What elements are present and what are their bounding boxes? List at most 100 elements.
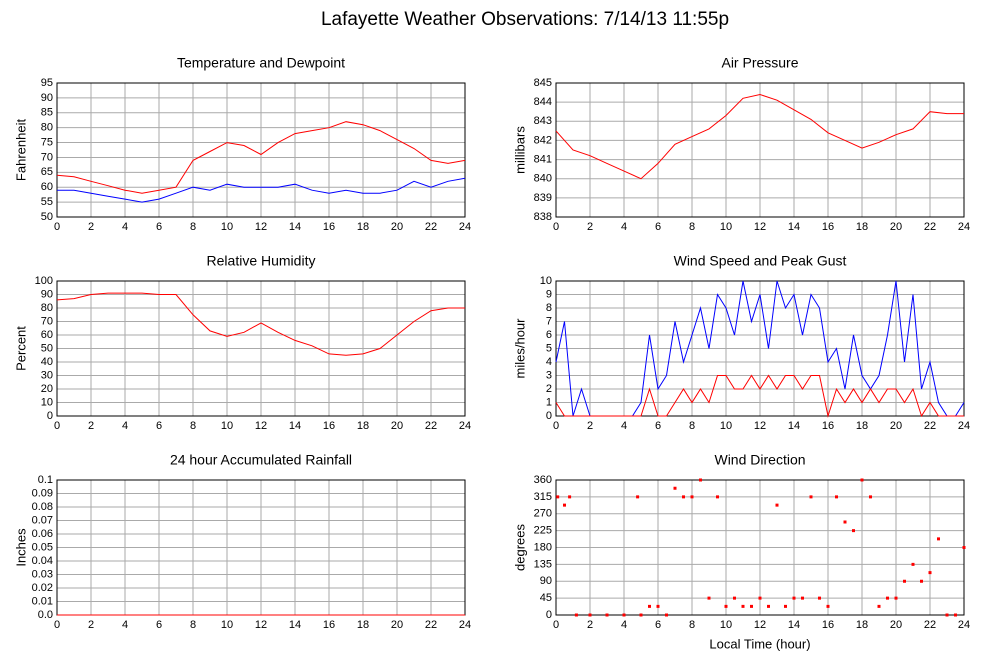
y-tick-label: 95 <box>41 77 53 89</box>
x-tick-label: 10 <box>720 221 732 233</box>
y-tick-label: 2 <box>546 383 552 395</box>
data-point <box>937 537 940 541</box>
data-point <box>860 478 864 482</box>
data-point <box>568 495 572 499</box>
x-tick-label: 22 <box>924 221 936 233</box>
x-tick-label: 12 <box>255 221 267 233</box>
data-line <box>56 292 465 356</box>
x-tick-label: 24 <box>958 420 970 432</box>
data-point <box>877 604 881 608</box>
x-tick-label: 2 <box>587 221 593 233</box>
x-tick-label: 22 <box>924 619 936 631</box>
y-tick-label: 9 <box>546 288 552 300</box>
plot-frame <box>56 280 466 417</box>
plot-frame <box>555 280 965 417</box>
y-tick-label: 0.1 <box>38 474 53 486</box>
x-tick-label: 20 <box>391 619 403 631</box>
y-tick-label: 5 <box>546 342 552 354</box>
y-tick-label: 55 <box>41 196 53 208</box>
y-tick-label: 845 <box>534 77 552 89</box>
x-tick-label: 0 <box>553 221 559 233</box>
data-point <box>622 613 626 617</box>
y-tick-label: 0.07 <box>32 514 53 526</box>
y-tick-label: 7 <box>546 315 552 327</box>
x-tick-label: 2 <box>88 420 94 432</box>
data-point <box>792 596 796 600</box>
y-tick-label: 0.09 <box>32 487 53 499</box>
data-point <box>962 546 966 549</box>
data-point <box>945 613 949 617</box>
y-tick-label: 0 <box>546 609 552 621</box>
x-tick-label: 6 <box>156 420 162 432</box>
x-tick-label: 2 <box>88 221 94 233</box>
y-tick-label: 135 <box>534 558 552 570</box>
y-tick-label: 0.03 <box>32 568 53 580</box>
x-tick-label: 20 <box>890 619 902 631</box>
x-tick-label: 2 <box>587 619 593 631</box>
y-tick-label: 85 <box>41 107 53 119</box>
x-tick-label: 18 <box>357 619 369 631</box>
data-point <box>682 495 685 499</box>
data-point <box>894 596 898 600</box>
data-line <box>57 177 466 203</box>
data-point <box>673 486 677 490</box>
x-tick-label: 16 <box>323 221 335 233</box>
y-tick-label: 839 <box>534 192 552 204</box>
data-point <box>775 503 779 507</box>
data-point <box>639 613 643 617</box>
y-tick-label: 1 <box>546 396 552 408</box>
x-tick-label: 22 <box>425 619 437 631</box>
y-axis-label: Percent <box>13 326 28 371</box>
x-tick-label: 14 <box>788 420 800 432</box>
x-tick-label: 8 <box>190 221 196 233</box>
data-point <box>741 604 745 608</box>
data-point <box>809 495 813 499</box>
data-point <box>911 562 915 566</box>
x-tick-label: 16 <box>822 619 834 631</box>
data-point <box>563 503 566 507</box>
x-tick-label: 24 <box>958 221 970 233</box>
x-tick-label: 0 <box>553 619 559 631</box>
x-tick-label: 4 <box>122 619 128 631</box>
y-tick-label: 0 <box>47 410 53 422</box>
data-point <box>656 604 660 608</box>
y-axis-label: degrees <box>512 524 527 571</box>
x-tick-label: 12 <box>255 420 267 432</box>
x-tick-label: 22 <box>425 420 437 432</box>
y-tick-label: 842 <box>534 134 552 146</box>
x-tick-label: 20 <box>391 420 403 432</box>
x-tick-label: 10 <box>221 221 233 233</box>
data-point <box>636 495 640 499</box>
chart-title: Wind Direction <box>714 452 805 468</box>
x-tick-label: 6 <box>156 619 162 631</box>
y-tick-label: 0.08 <box>32 501 53 513</box>
data-point <box>920 579 923 583</box>
y-tick-label: 6 <box>546 329 552 341</box>
data-point <box>767 604 770 608</box>
y-tick-label: 0.0 <box>38 609 53 621</box>
x-tick-label: 14 <box>289 221 301 233</box>
data-line <box>555 93 964 180</box>
x-tick-label: 22 <box>924 420 936 432</box>
data-point <box>707 596 711 600</box>
data-point <box>605 613 609 617</box>
data-point <box>869 495 872 499</box>
x-tick-label: 6 <box>655 221 661 233</box>
y-tick-label: 90 <box>540 575 552 587</box>
data-line <box>56 121 466 194</box>
data-point <box>648 604 651 608</box>
x-tick-label: 20 <box>890 221 902 233</box>
x-tick-label: 12 <box>754 221 766 233</box>
x-tick-label: 2 <box>587 420 593 432</box>
x-tick-label: 2 <box>88 619 94 631</box>
data-point <box>574 613 578 617</box>
y-tick-label: 90 <box>41 288 53 300</box>
y-tick-label: 80 <box>41 302 53 314</box>
y-tick-label: 60 <box>41 329 53 341</box>
y-tick-label: 4 <box>546 356 552 368</box>
y-tick-label: 30 <box>41 369 53 381</box>
data-point <box>716 495 719 499</box>
y-tick-label: 40 <box>41 356 53 368</box>
y-axis-label: millibars <box>512 126 527 174</box>
